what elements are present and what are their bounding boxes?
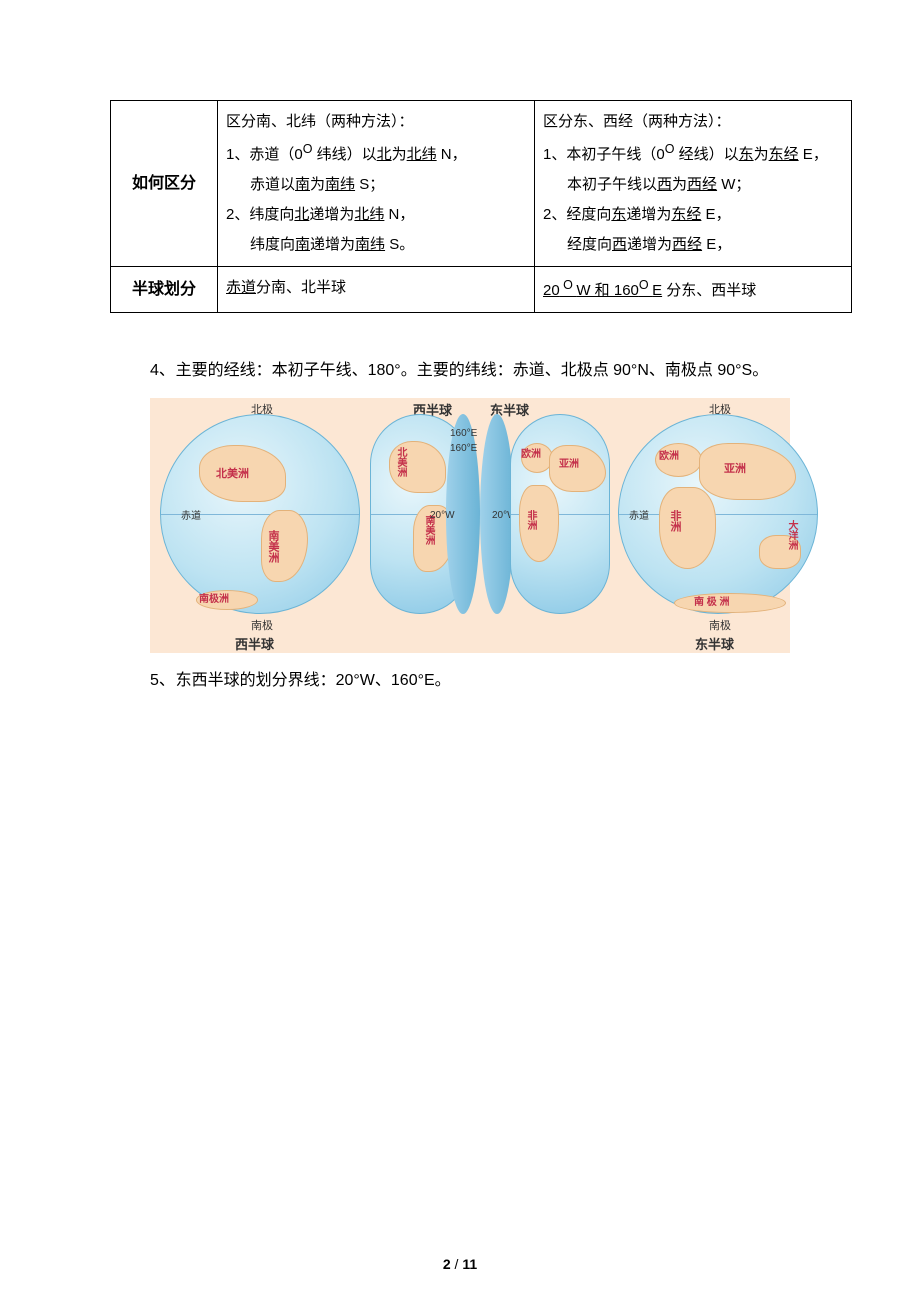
label-eu2: 欧洲 bbox=[521, 445, 541, 460]
para4-text: 主要的经线：本初子午线、180°。主要的纬线：赤道、北极点 90°N、南极点 9… bbox=[176, 362, 769, 379]
label-africa: 非洲 bbox=[667, 510, 683, 532]
label-na2: 北美洲 bbox=[393, 447, 408, 477]
label-160e-2: 160°E bbox=[450, 443, 477, 454]
lat-method-2b: 纬度向南递增为南纬 S。 bbox=[226, 230, 526, 260]
lon-method-1a: 1、本初子午线（0O 经线）以东为东经 E， bbox=[543, 137, 843, 170]
label-asia2: 亚洲 bbox=[559, 455, 579, 470]
page-total: 11 bbox=[462, 1256, 477, 1272]
label-africa2: 非洲 bbox=[523, 510, 538, 530]
label-north-1: 北极 bbox=[251, 401, 273, 417]
label-ant2: 南 极 洲 bbox=[694, 593, 730, 608]
land-ant2 bbox=[674, 593, 786, 613]
para4-num: 4、 bbox=[150, 353, 176, 388]
label-20w-1: 20°W bbox=[430, 510, 455, 521]
table-row: 半球划分 赤道分南、北半球 20 O W 和 160O E 分东、西半球 bbox=[111, 267, 852, 313]
lon-method-2b: 经度向西递增为西经 E， bbox=[543, 230, 843, 260]
lat-method-2a: 2、纬度向北递增为北纬 N， bbox=[226, 200, 526, 230]
latitude-longitude-table: 如何区分 区分南、北纬（两种方法）： 1、赤道（0O 纬线）以北为北纬 N， 赤… bbox=[110, 100, 852, 313]
lat-method-1b: 赤道以南为南纬 S； bbox=[226, 170, 526, 200]
label-ant1: 南极洲 bbox=[199, 590, 229, 605]
globe-west-full: 北极 南极 北美洲 南美洲 南极洲 赤道 bbox=[160, 414, 360, 614]
lon-method-1b: 本初子午线以西为西经 W； bbox=[543, 170, 843, 200]
table-row: 如何区分 区分南、北纬（两种方法）： 1、赤道（0O 纬线）以北为北纬 N， 赤… bbox=[111, 101, 852, 267]
hemisphere-figure: 北极 南极 北美洲 南美洲 南极洲 赤道 西半球 东半球 北美洲 南美洲 160… bbox=[150, 398, 790, 653]
lon-intro: 区分东、西经（两种方法）： bbox=[543, 107, 843, 137]
para5-text: 东西半球的划分界线：20°W、160°E。 bbox=[176, 672, 451, 689]
page-number: 2 / 11 bbox=[0, 1256, 920, 1272]
globe-east-full: 北极 南极 欧洲 亚洲 非洲 大洋洲 南 极 洲 赤道 bbox=[618, 414, 818, 614]
label-south-2: 南极 bbox=[709, 617, 731, 633]
label-160e: 160°E bbox=[450, 428, 477, 439]
label-equator-1: 赤道 bbox=[181, 507, 201, 522]
land-asia bbox=[699, 443, 796, 500]
paragraph-5: 5、东西半球的划分界线：20°W、160°E。 bbox=[110, 663, 810, 698]
label-na: 北美洲 bbox=[216, 465, 249, 481]
paragraph-4: 4、主要的经线：本初子午线、180°。主要的纬线：赤道、北极点 90°N、南极点… bbox=[110, 353, 810, 388]
cell-hemi-lon: 20 O W 和 160O E 分东、西半球 bbox=[535, 267, 852, 313]
row-header-distinguish: 如何区分 bbox=[111, 101, 218, 267]
lat-intro: 区分南、北纬（两种方法）： bbox=[226, 107, 526, 137]
cell-latitude-methods: 区分南、北纬（两种方法）： 1、赤道（0O 纬线）以北为北纬 N， 赤道以南为南… bbox=[218, 101, 535, 267]
label-asia: 亚洲 bbox=[724, 460, 746, 476]
para5-num: 5、 bbox=[150, 663, 176, 698]
cell-hemi-lat: 赤道分南、北半球 bbox=[218, 267, 535, 313]
label-equator-2: 赤道 bbox=[629, 507, 649, 522]
label-north-2: 北极 bbox=[709, 401, 731, 417]
label-sa: 南美洲 bbox=[265, 530, 281, 563]
lon-method-2a: 2、经度向东递增为东经 E， bbox=[543, 200, 843, 230]
page-current: 2 bbox=[443, 1256, 451, 1272]
cell-longitude-methods: 区分东、西经（两种方法）： 1、本初子午线（0O 经线）以东为东经 E， 本初子… bbox=[535, 101, 852, 267]
lat-method-1a: 1、赤道（0O 纬线）以北为北纬 N， bbox=[226, 137, 526, 170]
label-oceania: 大洋洲 bbox=[784, 520, 799, 550]
globe-east-half: 欧洲 亚洲 非洲 bbox=[510, 414, 610, 614]
label-east-hemi-bottom: 东半球 bbox=[695, 634, 734, 653]
label-south-1: 南极 bbox=[251, 617, 273, 633]
row-header-hemisphere: 半球划分 bbox=[111, 267, 218, 313]
label-eu: 欧洲 bbox=[659, 447, 679, 462]
label-west-hemi-bottom: 西半球 bbox=[235, 634, 274, 653]
